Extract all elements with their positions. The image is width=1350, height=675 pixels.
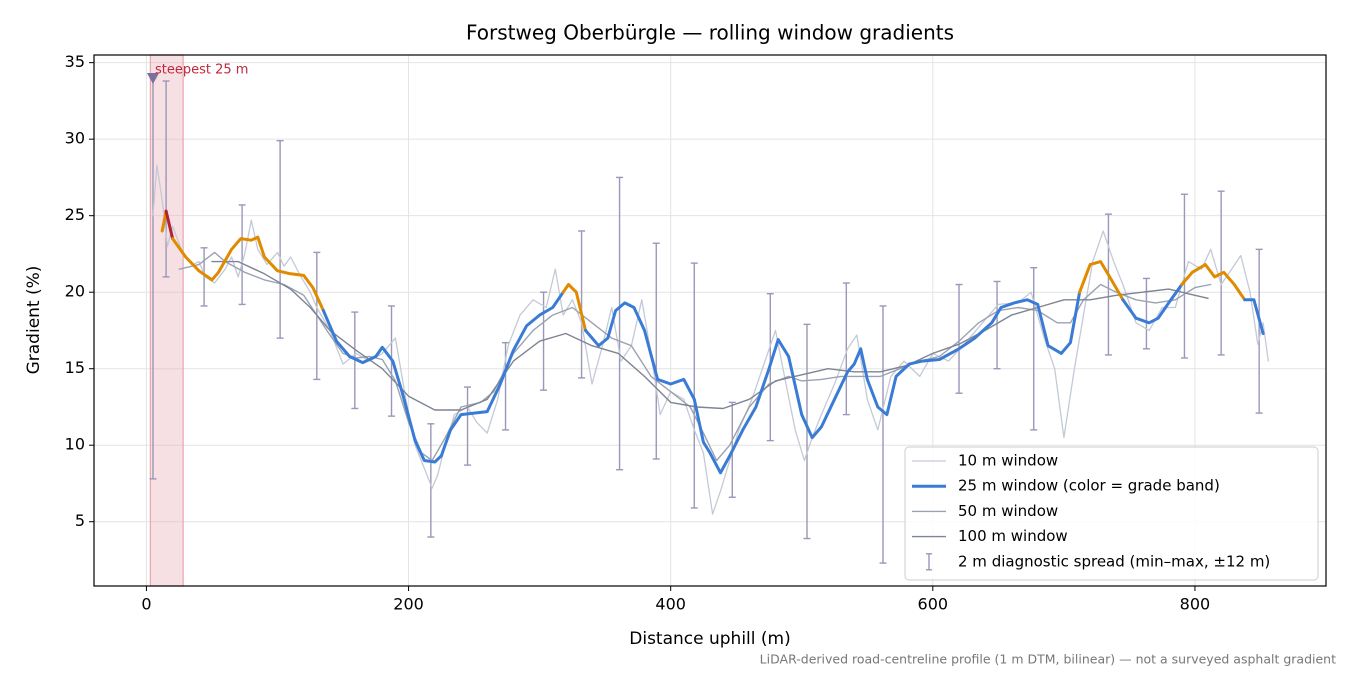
- error-bar: [540, 291, 548, 391]
- annotation-text: steepest 25 m: [155, 62, 248, 77]
- error-bar: [238, 204, 246, 306]
- error-bar: [616, 176, 624, 471]
- error-bar: [803, 323, 811, 540]
- y-tick-label: 25: [65, 205, 85, 224]
- error-bar: [578, 230, 586, 379]
- x-tick-label: 600: [918, 595, 949, 614]
- error-bar: [200, 247, 208, 307]
- legend-box: [904, 446, 1319, 581]
- series-line: [1243, 298, 1265, 335]
- series-line: [152, 164, 1269, 515]
- series-line: [211, 260, 1209, 411]
- legend-label: 50 m window: [958, 502, 1058, 520]
- x-tick-label: 400: [655, 595, 686, 614]
- series-line: [561, 283, 587, 332]
- x-tick-label: 200: [393, 595, 424, 614]
- plot: [149, 77, 1269, 564]
- y-axis-label: Gradient (%): [24, 266, 44, 375]
- series-line: [1121, 283, 1184, 325]
- y-tick-label: 30: [65, 129, 85, 148]
- error-bar: [955, 283, 963, 394]
- y-tick-label: 20: [65, 282, 85, 301]
- legend-label: 100 m window: [958, 527, 1068, 545]
- error-bar: [1255, 248, 1263, 414]
- series-line: [584, 290, 1082, 475]
- plot-frame: [93, 54, 1327, 587]
- error-bar: [652, 242, 660, 460]
- y-tick-label: 35: [65, 52, 85, 71]
- x-tick-label: 800: [1180, 595, 1211, 614]
- error-bar: [993, 280, 1001, 370]
- legend-label: 2 m diagnostic spread (min–max, ±12 m): [958, 552, 1270, 570]
- error-bar: [276, 139, 284, 339]
- error-bar: [690, 262, 698, 509]
- series-line: [321, 290, 565, 464]
- legend-label: 25 m window (color = grade band): [958, 477, 1220, 495]
- footnote: LiDAR-derived road-centreline profile (1…: [760, 652, 1336, 667]
- error-bar: [879, 305, 887, 564]
- error-bar: [427, 423, 435, 538]
- series-line: [1078, 260, 1125, 302]
- y-tick-label: 5: [75, 511, 85, 530]
- error-bar: [464, 386, 472, 466]
- series-line: [178, 251, 1212, 462]
- series-line: [171, 235, 325, 313]
- error-bar: [502, 341, 510, 431]
- y-tick-label: 15: [65, 358, 85, 377]
- series-line: [1180, 263, 1247, 302]
- series-line: [164, 209, 175, 241]
- steepest-marker: [146, 72, 159, 84]
- error-bar: [1142, 277, 1150, 350]
- error-bar: [162, 80, 170, 278]
- error-bar: [842, 282, 850, 416]
- y-tick-label: 10: [65, 435, 85, 454]
- legend-label: 10 m window: [958, 452, 1058, 470]
- x-axis-label: Distance uphill (m): [629, 629, 790, 649]
- chart-title: Forstweg Oberbürgle — rolling window gra…: [466, 21, 954, 45]
- error-bar: [1030, 267, 1038, 431]
- x-tick-label: 0: [141, 595, 151, 614]
- error-bar: [1104, 213, 1112, 356]
